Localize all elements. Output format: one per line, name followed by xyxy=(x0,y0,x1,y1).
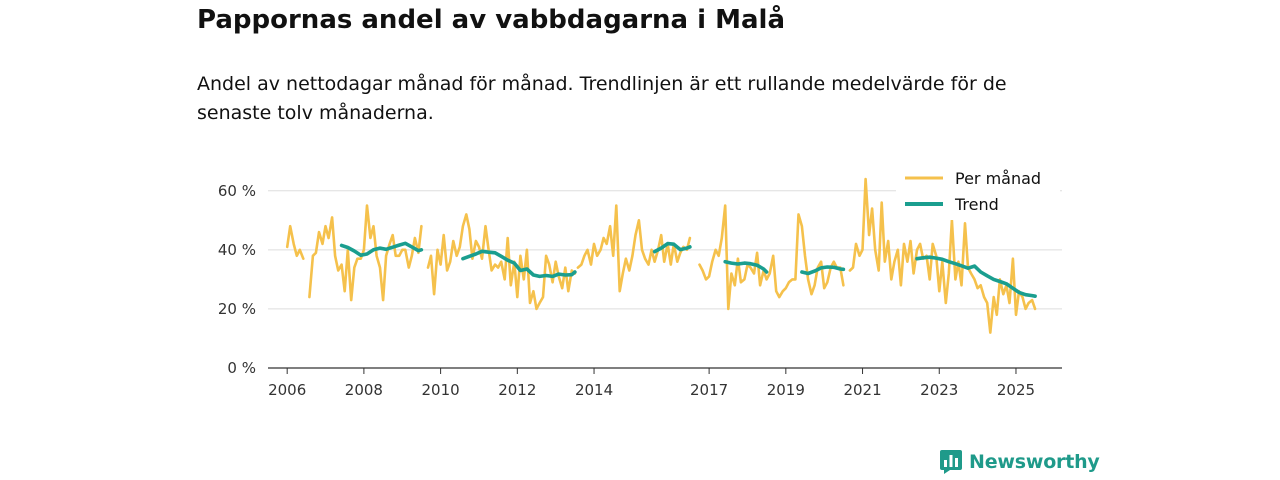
chart-subtitle: Andel av nettodagar månad för månad. Tre… xyxy=(197,73,1007,124)
plot-area xyxy=(285,177,1037,334)
legend-label: Trend xyxy=(954,195,999,214)
legend-label: Per månad xyxy=(955,169,1041,188)
series-line-trend xyxy=(652,241,692,254)
x-tick-label: 2019 xyxy=(767,381,805,399)
y-axis: 0 % 20 % 40 % 60 % xyxy=(218,182,256,377)
series-line-trend xyxy=(915,255,1037,299)
series-line-per-manad xyxy=(698,204,845,311)
y-tick-label: 60 % xyxy=(218,182,256,200)
legend: Per månad Trend xyxy=(896,162,1060,220)
y-tick-label: 40 % xyxy=(218,241,256,259)
series-line-trend xyxy=(800,265,846,276)
series-line-trend xyxy=(339,241,424,257)
series-line-per-manad xyxy=(285,224,305,261)
series-line-per-manad xyxy=(426,213,577,311)
x-axis: 2006 2008 2010 2012 2014 2017 2019 2021 2023 2025 xyxy=(268,367,1062,399)
x-tick-label: 2025 xyxy=(997,381,1035,399)
x-tick-label: 2012 xyxy=(498,381,536,399)
series-line-per-manad xyxy=(848,177,1037,334)
brand-logo: Newsworthy xyxy=(940,450,1100,474)
chart-bars-icon xyxy=(940,450,962,474)
x-tick-label: 2006 xyxy=(268,381,306,399)
series-line-per-manad xyxy=(308,204,423,302)
x-tick-label: 2021 xyxy=(843,381,881,399)
series-line-trend xyxy=(461,249,577,279)
x-tick-label: 2008 xyxy=(345,381,383,399)
chart-title: Pappornas andel av vabbdagarna i Malå xyxy=(197,5,785,35)
x-tick-label: 2010 xyxy=(422,381,460,399)
y-tick-label: 0 % xyxy=(227,359,256,377)
series-line-per-manad xyxy=(576,204,692,293)
series-line-trend xyxy=(723,259,769,274)
x-tick-label: 2017 xyxy=(690,381,728,399)
brand-name: Newsworthy xyxy=(969,451,1100,473)
x-tick-label: 2023 xyxy=(920,381,958,399)
y-tick-label: 20 % xyxy=(218,300,256,318)
x-tick-label: 2014 xyxy=(575,381,613,399)
legend-background xyxy=(896,162,1060,220)
